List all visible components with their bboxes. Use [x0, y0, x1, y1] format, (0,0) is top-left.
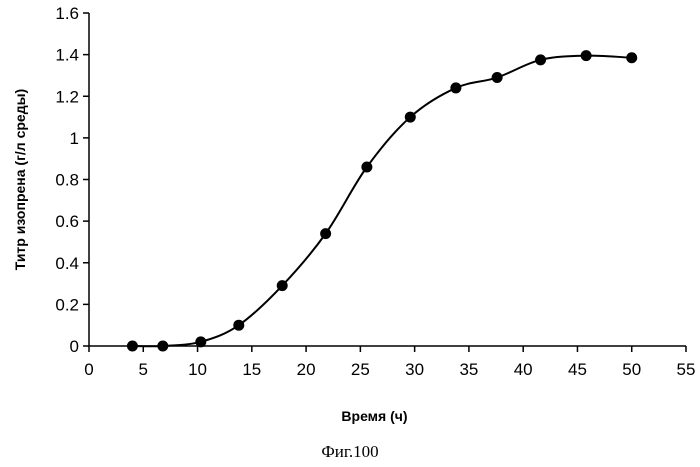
data-point: [405, 112, 416, 123]
data-point: [361, 162, 372, 173]
y-tick-label: 0.6: [55, 212, 79, 231]
x-tick-label: 45: [568, 360, 587, 379]
y-tick-label: 1.6: [55, 4, 79, 23]
x-tick-label: 25: [351, 360, 370, 379]
data-points: [127, 50, 637, 351]
data-point: [492, 72, 503, 83]
x-tick-label: 10: [188, 360, 207, 379]
data-point: [127, 341, 138, 352]
y-tick-label: 0.8: [55, 171, 79, 190]
data-point: [277, 280, 288, 291]
data-point: [157, 341, 168, 352]
y-tick-label: 1.2: [55, 87, 79, 106]
x-tick-label: 15: [242, 360, 261, 379]
y-tick-label: 1: [70, 129, 79, 148]
data-point: [581, 50, 592, 61]
plot-area: 0 0.2 0.4 0.6 0.8 1 1.2 1.4 1.6 0 5 10 15 20 25 30 35 40…: [55, 4, 695, 379]
data-point: [233, 320, 244, 331]
figure-caption: Фиг.100: [321, 442, 378, 461]
series-curve: [132, 56, 631, 347]
y-axis-title: Титр изопрена (г/л среды): [12, 89, 28, 270]
x-tick-label: 55: [677, 360, 696, 379]
data-point: [450, 82, 461, 93]
data-point: [320, 228, 331, 239]
data-point: [626, 52, 637, 63]
x-axis-title: Время (ч): [341, 408, 407, 424]
data-point: [195, 336, 206, 347]
x-tick-label: 5: [139, 360, 148, 379]
x-tick-label: 50: [622, 360, 641, 379]
data-point: [535, 54, 546, 65]
y-ticks: 0 0.2 0.4 0.6 0.8 1 1.2 1.4 1.6: [55, 4, 89, 356]
y-tick-label: 0: [70, 337, 79, 356]
x-tick-label: 20: [297, 360, 316, 379]
y-tick-label: 0.2: [55, 295, 79, 314]
x-tick-label: 35: [459, 360, 478, 379]
x-tick-label: 0: [84, 360, 93, 379]
y-tick-label: 1.4: [55, 46, 79, 65]
x-tick-label: 40: [514, 360, 533, 379]
x-ticks: 0 5 10 15 20 25 30 35 40 45 50 55: [84, 346, 695, 379]
y-tick-label: 0.4: [55, 254, 79, 273]
x-tick-label: 30: [405, 360, 424, 379]
